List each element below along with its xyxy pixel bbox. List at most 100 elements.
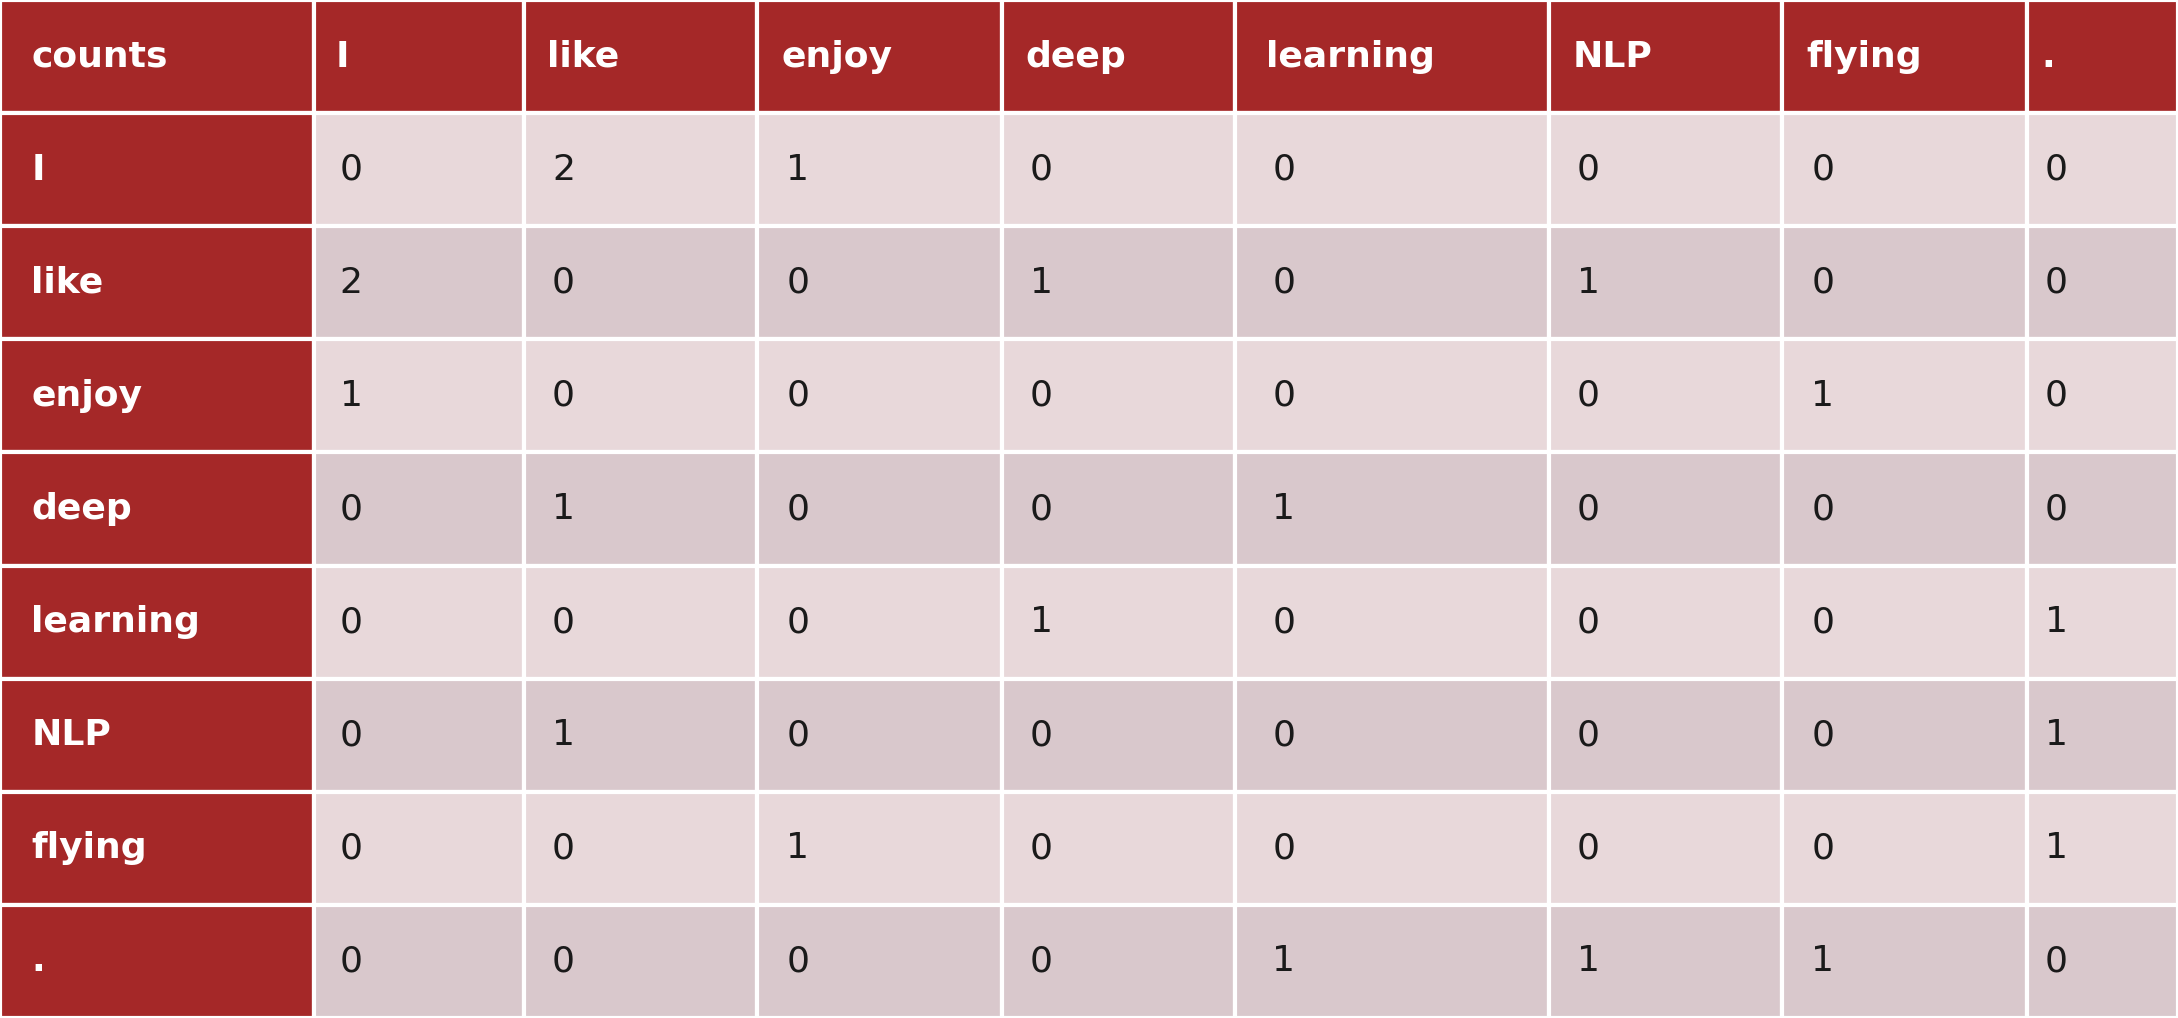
Bar (1002, 905, 1235, 1018)
Bar (525, 0, 758, 113)
Bar (314, 339, 525, 452)
Bar (2026, 113, 2178, 226)
Text: 0: 0 (1577, 605, 1601, 639)
Text: 1: 1 (1030, 605, 1052, 639)
Bar (314, 566, 525, 679)
Text: 1: 1 (2045, 719, 2067, 752)
Text: 0: 0 (1272, 832, 1296, 865)
Bar (758, 0, 1002, 113)
Bar (1782, 226, 2026, 339)
Text: 0: 0 (1577, 832, 1601, 865)
Text: 0: 0 (551, 605, 575, 639)
Bar (0, 0, 314, 113)
Text: 1: 1 (1272, 945, 1296, 978)
Bar (525, 339, 758, 452)
Bar (0, 566, 314, 679)
Bar (314, 905, 525, 1018)
Bar (1549, 226, 1782, 339)
Text: 0: 0 (1812, 605, 1834, 639)
Bar (1782, 679, 2026, 792)
Bar (1235, 792, 1549, 905)
Text: 0: 0 (1030, 492, 1052, 526)
Text: 0: 0 (1272, 266, 1296, 299)
Text: 0: 0 (1812, 719, 1834, 752)
Text: 0: 0 (340, 492, 362, 526)
Bar (758, 339, 1002, 452)
Text: deep: deep (30, 492, 133, 526)
Bar (758, 113, 1002, 226)
Bar (525, 566, 758, 679)
Bar (314, 452, 525, 566)
Text: 2: 2 (551, 153, 575, 186)
Bar (1549, 792, 1782, 905)
Bar (1549, 339, 1782, 452)
Text: NLP: NLP (1573, 40, 1653, 73)
Text: 0: 0 (551, 832, 575, 865)
Text: 1: 1 (2045, 605, 2067, 639)
Bar (1782, 792, 2026, 905)
Text: 0: 0 (1030, 153, 1052, 186)
Text: 0: 0 (1812, 832, 1834, 865)
Bar (1549, 452, 1782, 566)
Bar (2026, 905, 2178, 1018)
Bar (525, 905, 758, 1018)
Text: 0: 0 (1272, 719, 1296, 752)
Text: 0: 0 (786, 266, 810, 299)
Bar (758, 679, 1002, 792)
Bar (314, 679, 525, 792)
Bar (2026, 226, 2178, 339)
Bar (1235, 226, 1549, 339)
Bar (0, 113, 314, 226)
Text: 0: 0 (2045, 492, 2067, 526)
Bar (1782, 566, 2026, 679)
Text: 1: 1 (786, 153, 810, 186)
Bar (1235, 0, 1549, 113)
Text: 0: 0 (340, 945, 362, 978)
Text: 1: 1 (1812, 379, 1834, 413)
Text: 1: 1 (340, 379, 362, 413)
Bar (525, 452, 758, 566)
Text: 0: 0 (1030, 379, 1052, 413)
Text: 0: 0 (1812, 492, 1834, 526)
Text: deep: deep (1026, 40, 1126, 73)
Bar (0, 339, 314, 452)
Bar (1235, 113, 1549, 226)
Text: learning: learning (1265, 40, 1435, 73)
Text: 1: 1 (1812, 945, 1834, 978)
Bar (0, 679, 314, 792)
Text: enjoy: enjoy (30, 379, 142, 413)
Text: 0: 0 (786, 492, 810, 526)
Text: flying: flying (1806, 40, 1921, 73)
Text: 0: 0 (551, 379, 575, 413)
Bar (1549, 679, 1782, 792)
Text: 0: 0 (551, 266, 575, 299)
Text: 1: 1 (1577, 266, 1601, 299)
Text: 0: 0 (551, 945, 575, 978)
Bar (0, 792, 314, 905)
Text: 0: 0 (340, 832, 362, 865)
Bar (1235, 566, 1549, 679)
Bar (2026, 0, 2178, 113)
Text: 0: 0 (340, 153, 362, 186)
Text: 1: 1 (2045, 832, 2067, 865)
Text: I: I (30, 153, 46, 186)
Bar (1002, 679, 1235, 792)
Text: 0: 0 (1272, 605, 1296, 639)
Bar (1235, 905, 1549, 1018)
Text: 0: 0 (2045, 945, 2067, 978)
Text: 1: 1 (551, 719, 575, 752)
Bar (1782, 113, 2026, 226)
Bar (2026, 339, 2178, 452)
Bar (525, 113, 758, 226)
Bar (1002, 452, 1235, 566)
Bar (2026, 792, 2178, 905)
Bar (525, 679, 758, 792)
Bar (525, 226, 758, 339)
Bar (314, 113, 525, 226)
Bar (1235, 339, 1549, 452)
Text: learning: learning (30, 605, 200, 639)
Text: 0: 0 (340, 605, 362, 639)
Text: 0: 0 (340, 719, 362, 752)
Bar (758, 226, 1002, 339)
Text: 0: 0 (1577, 153, 1601, 186)
